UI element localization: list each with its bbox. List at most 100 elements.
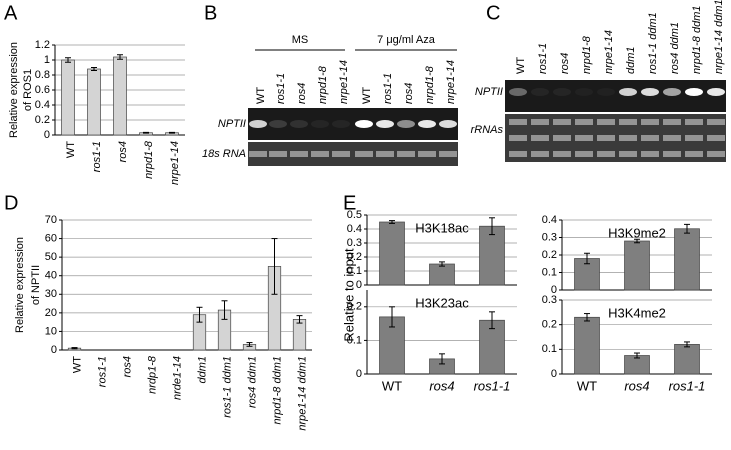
lane-label: WT [515,57,527,74]
x-tick-label: ros4 [624,378,649,393]
gel-band [707,88,725,96]
gel-band [290,151,308,157]
y-tick-label: 20 [45,307,57,319]
y-tick-label: 0 [356,279,362,291]
bar [113,56,127,136]
gel-band [531,88,549,96]
bar [61,59,75,136]
lane-label: WT [361,87,373,104]
gel-band [553,151,571,157]
x-tick-label: ddm1 [196,356,208,384]
panel-label: E [343,192,356,214]
gel-band [553,119,571,125]
x-tick-label: ros1-1 [474,378,511,393]
gel-band [663,119,681,125]
x-tick-label: WT [382,378,402,393]
y-tick-label: 0 [551,284,557,296]
gel-band [418,120,436,128]
x-tick-label: ros4 ddm1 [246,356,258,408]
y-tick-label: 0.1 [347,265,362,277]
gel-band [531,135,549,141]
y-tick-label: 0.3 [347,237,362,249]
gel-band [311,120,329,128]
y-tick-label: 0.2 [542,249,557,261]
lane-label: ros4 [559,53,571,74]
bar [574,258,600,291]
x-tick-label: ros1-1 [669,378,706,393]
y-tick-label: 0.6 [35,84,50,96]
gel-band [641,151,659,157]
gel-band [439,120,457,128]
gel-band [685,151,703,157]
gel-band [707,151,725,157]
lane-label: ros4 [296,83,308,104]
lane-label: nrpe1-14 [445,60,457,104]
lane-label: ros1-1 [275,73,287,104]
y-tick-label: 0 [51,344,57,356]
chart-title: H3K9me2 [608,225,666,240]
gel-band [249,151,267,157]
y-tick-label: 0.1 [542,266,557,278]
x-tick-label: ros1-1 [96,356,108,387]
y-tick-label: 1.2 [35,39,50,51]
bar [87,68,101,136]
gel-band [597,119,615,125]
y-axis-label: Relative expression [8,42,20,138]
gel-band [439,151,457,157]
gel-band [269,120,287,128]
gel-band [597,151,615,157]
y-tick-label: 0.1 [347,334,362,346]
lane-label: nrpd1-8 ddm1 [691,6,703,75]
x-tick-label: ros4 [121,356,133,377]
y-tick-label: 0.4 [35,99,50,111]
gel-band [376,120,394,128]
bar [674,344,700,375]
x-tick-label: WT [71,356,83,373]
gel-band [509,151,527,157]
y-tick-label: 1 [44,54,50,66]
y-tick-label: 0.2 [347,251,362,263]
gel-band [397,120,415,128]
row-label: NPTII [218,118,246,130]
group-header: 7 μg/ml Aza [377,34,436,46]
gel-band [575,88,593,96]
y-tick-label: 0.2 [347,301,362,313]
gel-band [641,119,659,125]
gel-band [418,151,436,157]
row-label: rRNAs [471,124,504,136]
gel-band [290,120,308,128]
x-tick-label: nrpe1-14 [169,141,181,185]
gel-band [355,120,373,128]
gel-band [685,135,703,141]
gel-band [707,119,725,125]
group-header: MS [292,34,309,46]
x-tick-label: WT [577,378,597,393]
y-tick-label: 0.4 [347,223,362,235]
y-tick-label: 0.3 [542,231,557,243]
gel-band [619,119,637,125]
gel-band [663,135,681,141]
gel-band [575,151,593,157]
bar [479,225,505,286]
lane-label: ros1-1 [382,73,394,104]
y-tick-label: 30 [45,288,57,300]
y-tick-label: 40 [45,270,57,282]
x-tick-label: ros1-1 ddm1 [221,356,233,418]
lane-label: ros1-1 [537,43,549,74]
x-tick-label: nrde1-14 [171,356,183,400]
bar [429,263,455,286]
panel-label: A [4,2,18,24]
y-tick-label: 0.3 [542,294,557,306]
gel-band [376,151,394,157]
gel-band [575,119,593,125]
gel-band [397,151,415,157]
bar [624,240,650,291]
chart-title: H3K23ac [415,295,469,310]
y-tick-label: 0.4 [542,214,557,226]
bar [674,228,700,291]
bar [292,319,307,351]
lane-label: nrpe1-14 [338,60,350,104]
gel-band [249,120,267,128]
y-axis-label: Relative to input [341,248,356,342]
